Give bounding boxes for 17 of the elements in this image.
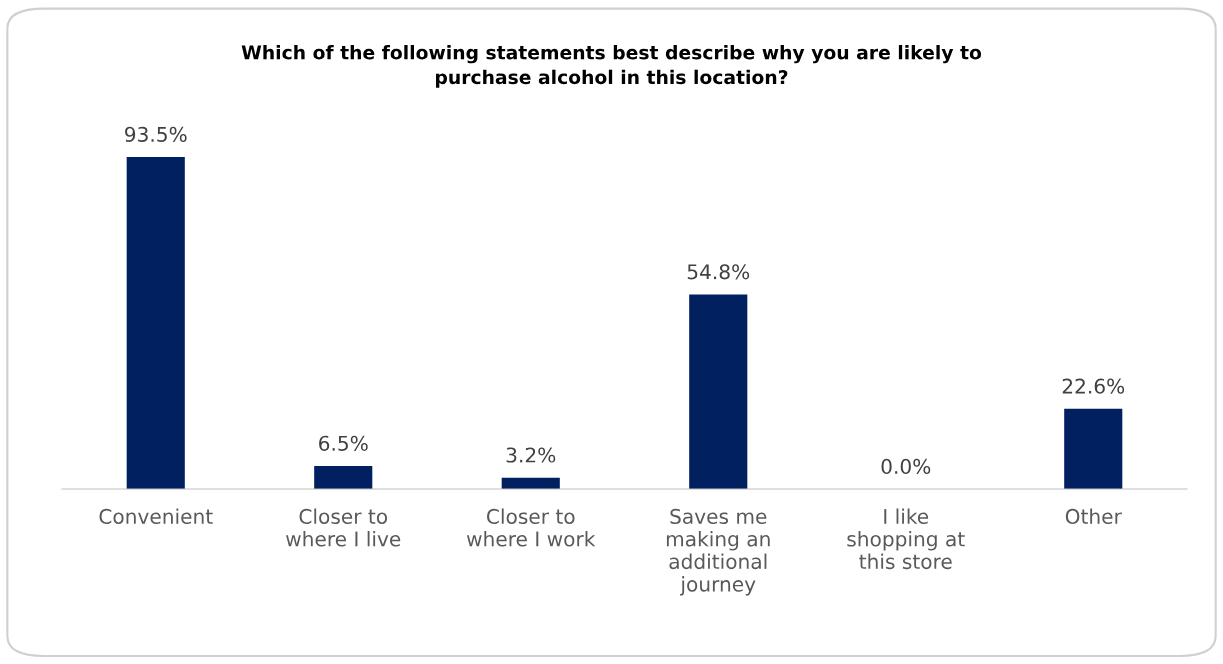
data-label: 22.6% [1062, 378, 1125, 394]
data-label: 54.8% [687, 264, 750, 280]
chart-title: Which of the following statements best describe why you are likely to purchase alcohol in this location? [241, 45, 982, 88]
bar [126, 157, 185, 489]
bar [1064, 408, 1123, 489]
bar [689, 294, 748, 489]
data-label: 3.2% [506, 447, 556, 463]
x-tick-label: Other [1065, 508, 1122, 525]
x-tick-label: Closer to where I live [286, 508, 401, 547]
x-tick-label: I like shopping at this store [847, 508, 965, 570]
data-label: 6.5% [319, 435, 368, 451]
bar [314, 465, 373, 489]
data-label: 0.0% [881, 458, 931, 474]
data-label: 93.5% [125, 126, 187, 142]
x-tick-label: Saves me making an additional journey [666, 508, 770, 596]
x-tick-label: Convenient [99, 508, 213, 525]
x-tick-label: Closer to where I work [466, 508, 596, 547]
